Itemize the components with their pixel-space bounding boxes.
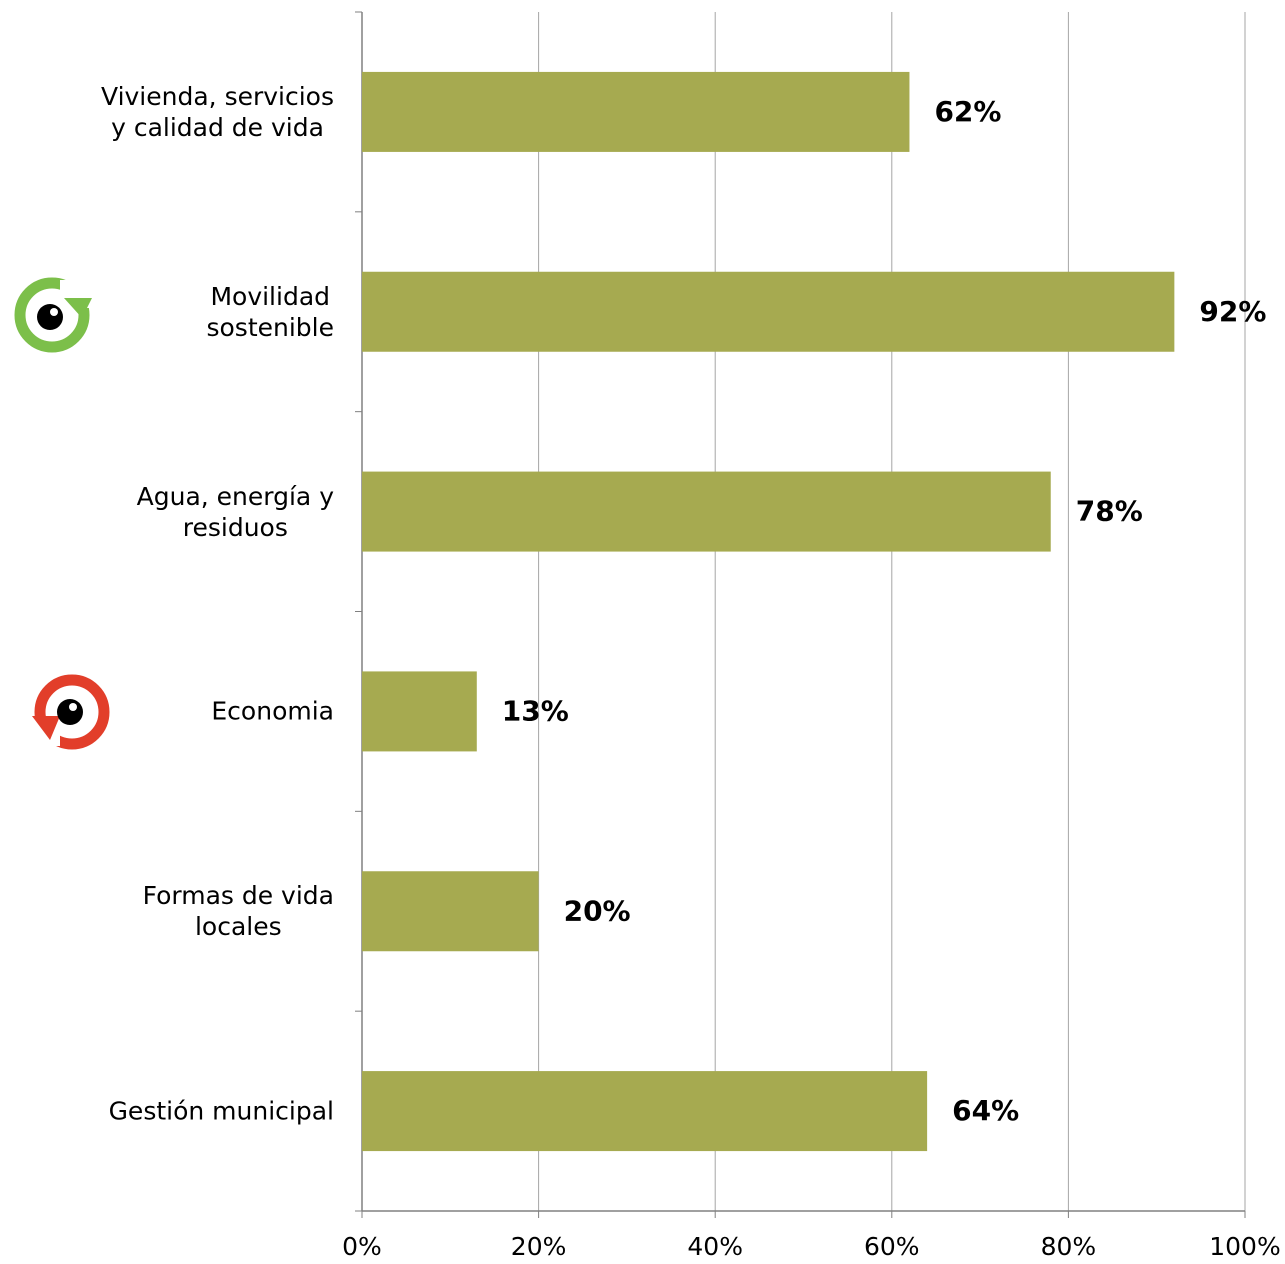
bar [362,1071,928,1152]
bar [362,71,910,152]
y-tick-label: Vivienda, servicios y calidad de vida [101,81,334,142]
bar [362,471,1051,552]
x-tick-label: 20% [511,1232,567,1261]
bar [362,271,1175,352]
red-icon [30,674,110,750]
data-label: 20% [564,894,631,927]
bar [362,871,539,952]
data-label: 62% [934,95,1001,128]
y-tick-label: Movilidad sostenible [206,281,334,342]
green-icon [14,277,92,353]
y-tick-label: Economia [211,696,334,726]
y-tick-label: Gestión municipal [108,1096,334,1126]
x-tick-label: 0% [342,1232,382,1261]
data-label: 13% [502,694,569,727]
data-label: 64% [952,1094,1019,1127]
y-tick-label: Formas de vida locales [142,881,334,942]
x-tick-label: 80% [1041,1232,1097,1261]
x-tick-label: 60% [864,1232,920,1261]
data-label: 78% [1076,495,1143,528]
bar [362,671,477,752]
x-tick-label: 40% [687,1232,743,1261]
y-tick-label: Agua, energía y residuos [136,481,334,542]
x-tick-label: 100% [1209,1232,1280,1261]
data-label: 92% [1199,295,1266,328]
